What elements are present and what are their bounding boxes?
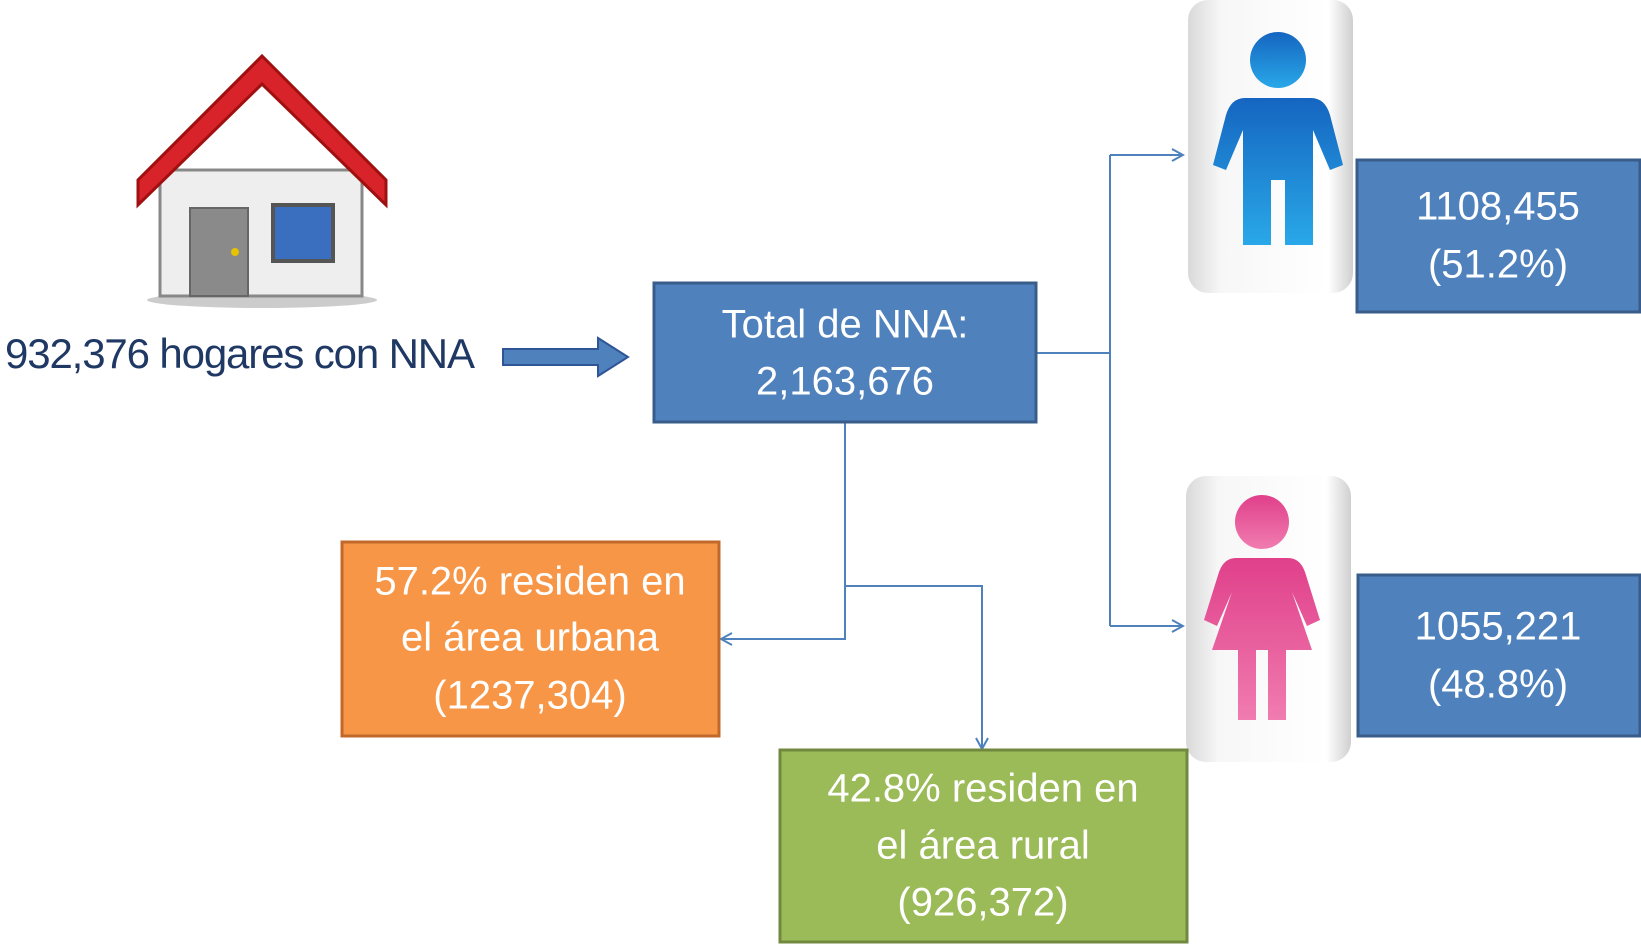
girls-percent: (48.8%) — [1428, 663, 1568, 707]
boys-box: 1108,455 (51.2%) — [1357, 160, 1640, 312]
girls-box: 1055,221 (48.8%) — [1358, 575, 1640, 736]
total-box: Total de NNA: 2,163,676 — [654, 283, 1036, 422]
urban-value: (1237,304) — [433, 674, 626, 718]
rural-value: (926,372) — [897, 881, 1068, 925]
diagram: 932,376 hogares con NNA Total de NNA: 2,… — [0, 0, 1641, 945]
rural-line: el área rural — [876, 824, 1089, 868]
flow-arrow — [503, 338, 628, 376]
urban-line: el área urbana — [401, 616, 660, 660]
boy-icon — [1188, 0, 1353, 293]
girls-count: 1055,221 — [1415, 605, 1582, 649]
connectors — [721, 155, 1183, 749]
urban-box: 57.2% residen en el área urbana (1237,30… — [342, 542, 719, 736]
urban-line: 57.2% residen en — [374, 560, 685, 604]
house-icon — [138, 56, 386, 308]
rural-line: 42.8% residen en — [827, 767, 1138, 811]
girl-icon — [1186, 476, 1351, 762]
boys-count: 1108,455 — [1416, 185, 1580, 229]
total-value: 2,163,676 — [756, 360, 934, 404]
total-line: Total de NNA: — [722, 303, 969, 347]
rural-box: 42.8% residen en el área rural (926,372) — [780, 750, 1187, 942]
households-label: 932,376 hogares con NNA — [5, 330, 475, 377]
boys-percent: (51.2%) — [1428, 243, 1568, 287]
